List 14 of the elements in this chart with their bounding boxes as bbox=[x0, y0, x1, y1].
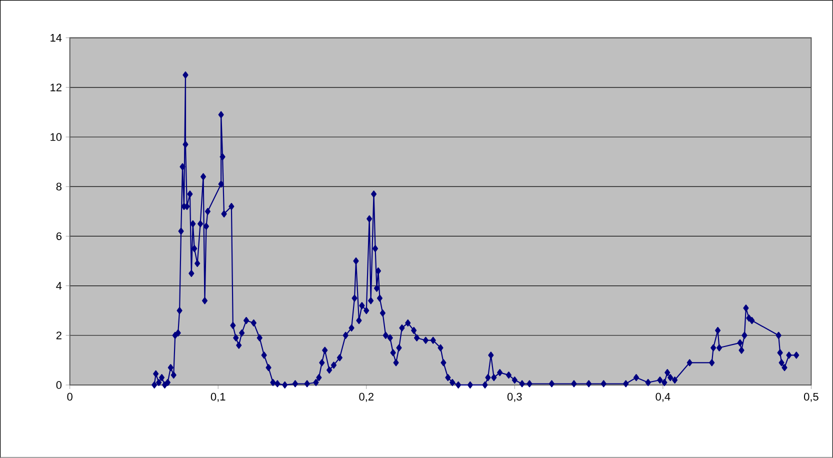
y-tick-label: 0 bbox=[56, 381, 62, 389]
y-tick-label: 10 bbox=[50, 133, 62, 141]
y-tick-label: 14 bbox=[50, 34, 62, 42]
y-tick-label: 2 bbox=[56, 332, 62, 340]
y-tick-label: 4 bbox=[56, 282, 62, 290]
x-tick-label: 0 bbox=[67, 392, 72, 401]
x-tick-label: 0,4 bbox=[656, 392, 670, 402]
x-tick-label: 0,3 bbox=[507, 392, 522, 402]
y-tick-label: 12 bbox=[50, 84, 62, 92]
y-tick-label: 8 bbox=[56, 182, 62, 191]
x-tick-label: 0,5 bbox=[804, 392, 818, 402]
y-tick-label: 6 bbox=[56, 232, 62, 240]
x-tick-label: 0,1 bbox=[210, 392, 226, 402]
x-tick-label: 0,2 bbox=[359, 392, 374, 402]
